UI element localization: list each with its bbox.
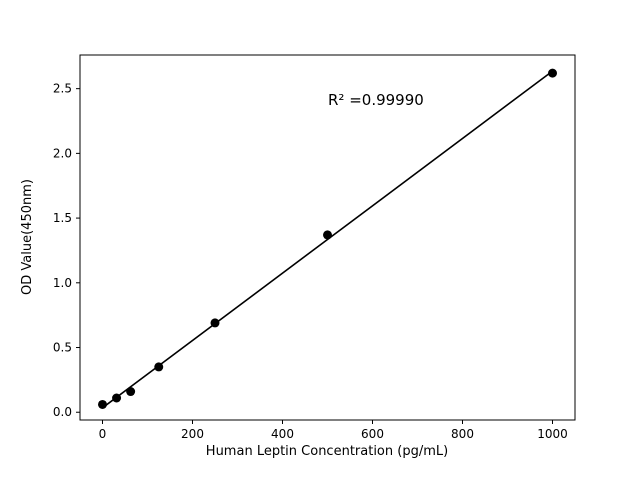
x-tick-label: 200 [181, 427, 204, 441]
data-point [112, 393, 122, 403]
x-tick-label: 400 [271, 427, 294, 441]
data-point [323, 230, 332, 240]
data-point [126, 387, 136, 397]
data-point [98, 399, 107, 409]
y-tick-label: 0.0 [53, 405, 72, 419]
x-axis-label: Human Leptin Concentration (pg/mL) [206, 444, 448, 459]
x-tick-label: 600 [361, 427, 384, 441]
y-tick-label: 2.5 [53, 82, 72, 96]
x-tick-label: 0 [99, 427, 107, 441]
y-tick-label: 0.5 [53, 341, 72, 355]
axis-ticks: 0 200 400 600 800 1000 0.0 0.5 1.0 1.5 2.0 2.5 [53, 82, 568, 441]
data-point [154, 362, 164, 372]
fit-line [102, 70, 553, 409]
x-tick-label: 800 [451, 427, 474, 441]
y-axis-label: OD Value(450nm) [20, 179, 35, 295]
data-point [548, 68, 557, 78]
data-series [98, 68, 557, 409]
r-squared-annotation: R² =0.99990 [328, 91, 424, 109]
y-tick-label: 1.0 [53, 276, 72, 290]
y-tick-label: 2.0 [53, 146, 72, 160]
y-tick-label: 1.5 [53, 211, 72, 225]
plot-border [79, 54, 576, 421]
x-tick-label: 1000 [537, 427, 568, 441]
data-point [210, 318, 220, 328]
